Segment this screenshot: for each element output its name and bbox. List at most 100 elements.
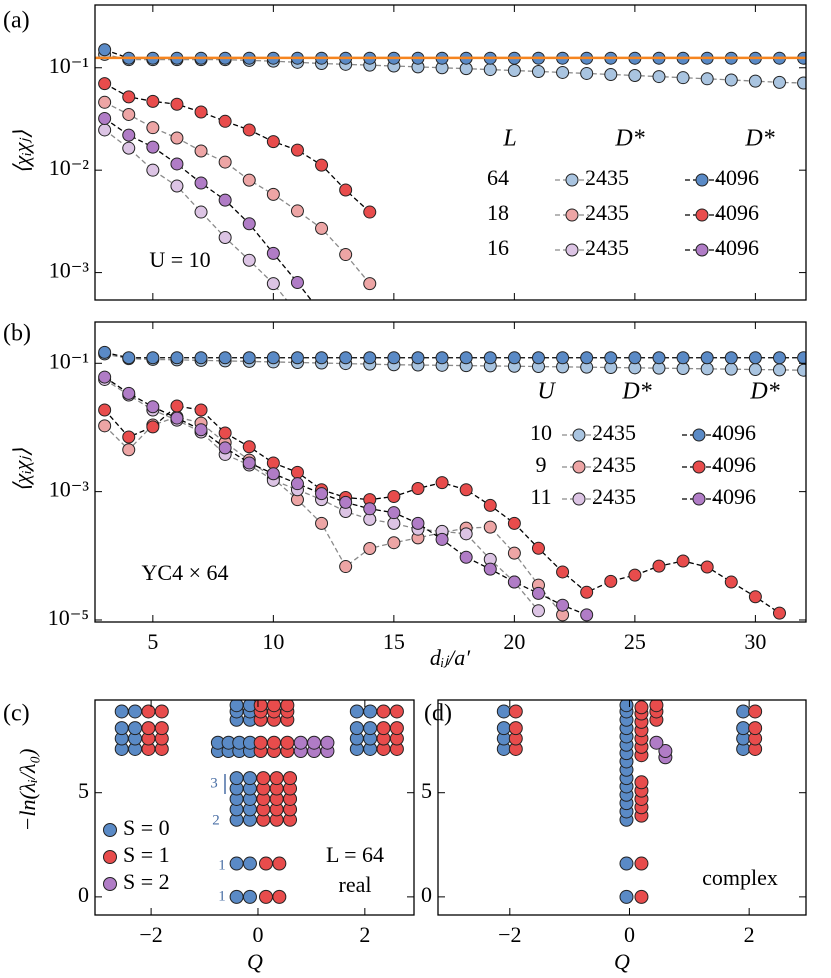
data-point bbox=[218, 351, 232, 365]
data-point bbox=[98, 345, 112, 359]
data-point bbox=[652, 559, 666, 573]
legend-label: 4096 bbox=[712, 420, 756, 445]
series-line bbox=[104, 416, 564, 616]
data-point bbox=[128, 704, 143, 719]
data-point bbox=[307, 735, 322, 750]
data-point bbox=[387, 506, 401, 520]
data-point bbox=[280, 700, 295, 713]
data-point bbox=[339, 248, 353, 262]
data-point bbox=[411, 351, 425, 365]
legend-row-label: 16 bbox=[487, 235, 509, 260]
data-point bbox=[122, 107, 136, 121]
data-point bbox=[556, 598, 570, 612]
plot-area bbox=[496, 700, 763, 904]
legend-marker bbox=[692, 460, 706, 474]
data-point bbox=[387, 516, 401, 530]
data-point bbox=[748, 704, 763, 719]
data-point bbox=[170, 179, 184, 193]
data-point bbox=[122, 90, 136, 104]
legend-marker bbox=[565, 173, 579, 187]
data-point bbox=[98, 95, 112, 109]
data-point bbox=[363, 351, 377, 365]
data-point bbox=[253, 735, 268, 750]
legend-marker bbox=[692, 428, 706, 442]
data-point bbox=[291, 307, 303, 319]
data-point bbox=[315, 351, 329, 365]
data-point bbox=[387, 536, 401, 550]
data-point bbox=[146, 163, 160, 177]
legend-label: S = 1 bbox=[123, 842, 170, 867]
data-point bbox=[676, 554, 690, 568]
data-point bbox=[724, 362, 738, 376]
data-point bbox=[531, 586, 545, 600]
x-tick-label: 30 bbox=[744, 629, 766, 654]
x-axis-label: Q bbox=[614, 949, 630, 974]
data-point bbox=[580, 608, 594, 622]
legend-marker bbox=[572, 492, 586, 506]
axes-frame bbox=[94, 321, 807, 623]
data-point bbox=[194, 423, 208, 437]
data-point bbox=[724, 575, 738, 589]
data-point bbox=[363, 277, 377, 291]
data-point bbox=[496, 704, 511, 719]
data-point bbox=[229, 889, 244, 904]
legend-label: 4096 bbox=[715, 235, 759, 260]
legend-label: 2435 bbox=[592, 420, 636, 445]
x-tick-label: 10 bbox=[262, 629, 284, 654]
data-point bbox=[146, 94, 160, 108]
data-point bbox=[194, 205, 208, 219]
legend-row-label: 10 bbox=[530, 420, 552, 445]
data-point bbox=[363, 502, 377, 516]
data-point bbox=[242, 456, 256, 470]
data-point bbox=[98, 370, 112, 384]
data-point bbox=[676, 71, 690, 85]
data-point bbox=[146, 400, 160, 414]
y-axis-label: −ln(λᵢ/λ₀) bbox=[15, 749, 40, 832]
data-point bbox=[748, 74, 762, 88]
y-tick-label: 10⁻⁵ bbox=[48, 605, 89, 630]
data-point bbox=[435, 532, 449, 546]
data-point bbox=[389, 721, 404, 736]
data-point bbox=[411, 481, 425, 495]
x-tick-label: 2 bbox=[359, 922, 370, 947]
legend-label: S = 2 bbox=[123, 869, 170, 894]
y-tick-label: 10⁻¹ bbox=[49, 53, 89, 78]
data-point bbox=[724, 351, 738, 365]
legend-header: U bbox=[537, 379, 556, 405]
data-point bbox=[98, 419, 112, 433]
data-point bbox=[387, 489, 401, 503]
y-tick-label: 0 bbox=[421, 882, 432, 907]
data-point bbox=[349, 704, 364, 719]
data-point bbox=[619, 889, 634, 904]
data-point bbox=[724, 73, 738, 87]
y-tick-label: 10⁻¹ bbox=[49, 348, 89, 373]
data-point bbox=[146, 140, 160, 154]
legend-marker bbox=[565, 243, 579, 257]
legend-label: S = 0 bbox=[123, 815, 170, 840]
data-point bbox=[652, 351, 666, 365]
axes-frame bbox=[437, 699, 807, 916]
legend-label: 2435 bbox=[585, 200, 629, 225]
data-point bbox=[242, 771, 257, 786]
data-point bbox=[290, 276, 304, 290]
data-point bbox=[556, 351, 570, 365]
data-point bbox=[531, 64, 545, 78]
legend-label: 2435 bbox=[585, 235, 629, 260]
data-point bbox=[483, 63, 497, 77]
data-point bbox=[748, 351, 762, 365]
data-point bbox=[194, 105, 208, 119]
data-point bbox=[435, 351, 449, 365]
panel-label: (c) bbox=[3, 701, 30, 727]
data-point bbox=[266, 456, 280, 470]
series-line bbox=[104, 353, 804, 371]
data-point bbox=[242, 889, 257, 904]
legend-marker bbox=[692, 492, 706, 506]
data-point bbox=[748, 363, 762, 377]
data-point bbox=[628, 351, 642, 365]
data-point bbox=[218, 231, 232, 245]
data-point bbox=[229, 700, 244, 713]
data-point bbox=[507, 516, 521, 530]
data-point bbox=[556, 65, 570, 79]
data-point bbox=[748, 590, 762, 604]
x-tick-label: 20 bbox=[503, 629, 525, 654]
